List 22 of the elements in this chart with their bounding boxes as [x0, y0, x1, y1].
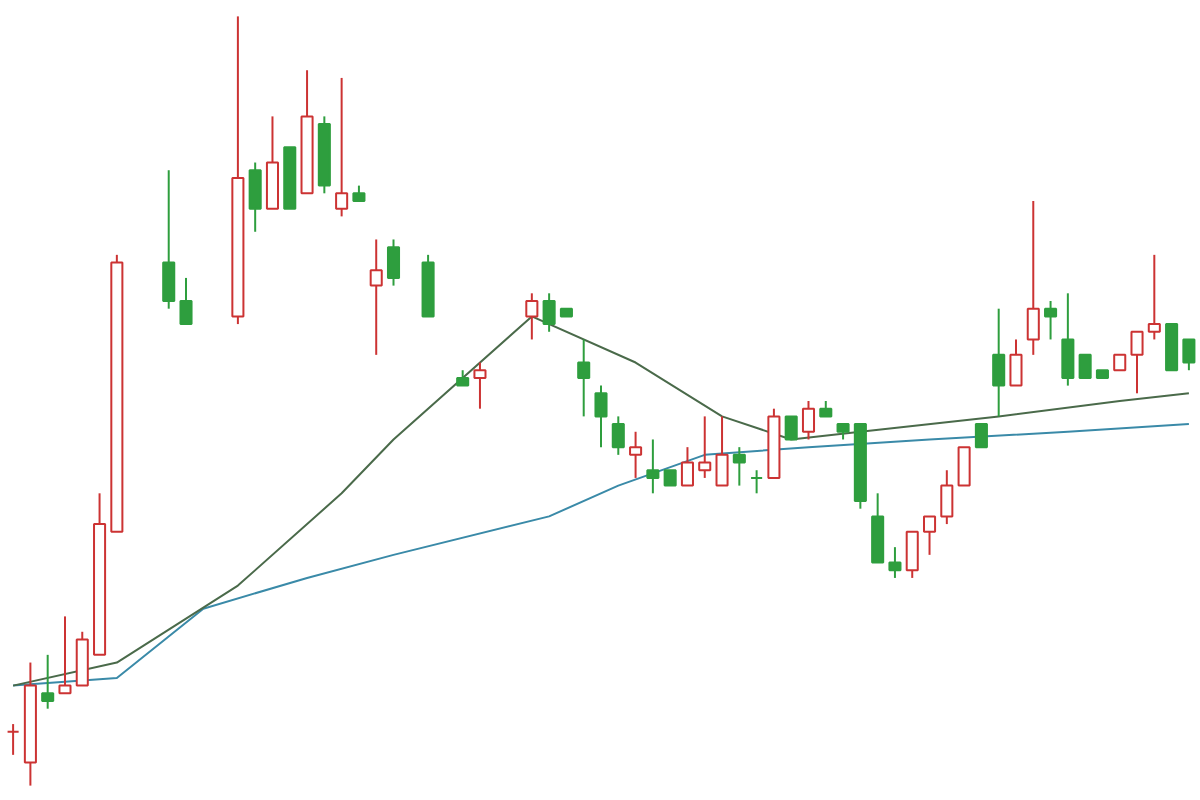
candlestick: [1061, 292, 1075, 387]
candlestick: [231, 15, 245, 326]
candlestick: [23, 661, 37, 787]
candlestick: [525, 292, 539, 341]
candlestick: [6, 723, 20, 756]
candlestick: [698, 415, 712, 479]
candlestick: [369, 238, 383, 356]
candlestick: [577, 338, 591, 418]
candlestick: [611, 415, 625, 456]
candlestick: [629, 430, 643, 479]
candlestick: [888, 546, 902, 579]
candlestick: [732, 446, 746, 487]
candlestick: [750, 469, 764, 495]
candlestick: [162, 169, 176, 310]
candlestick: [992, 307, 1006, 418]
candlestick: [646, 438, 660, 495]
candlestick: [1044, 300, 1058, 341]
candlestick: [1026, 200, 1040, 356]
candlestick: [386, 238, 401, 287]
candlestick: [542, 292, 556, 333]
candlestick: [940, 469, 954, 526]
candlestick: [41, 653, 55, 710]
